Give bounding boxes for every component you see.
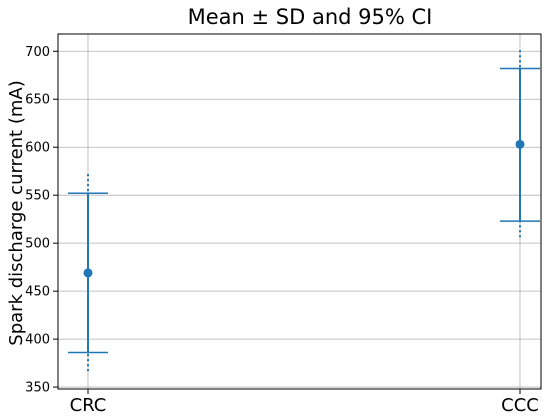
mean-point (83, 268, 93, 278)
x-ticks: CRC CCC (70, 389, 539, 416)
y-tick-label: 700 (25, 45, 50, 60)
grid (58, 34, 541, 389)
y-tick-label: 450 (25, 285, 50, 300)
y-tick-label: 350 (25, 381, 50, 396)
y-ticks: 350 400 450 500 550 600 650 700 (25, 45, 58, 396)
y-tick-label: 400 (25, 333, 50, 348)
data-marks (68, 50, 540, 372)
y-tick-label: 650 (25, 93, 50, 108)
mean-point (515, 139, 525, 149)
y-axis-label: Spark discharge current (mA) (6, 80, 27, 345)
y-tick-label: 600 (25, 141, 50, 156)
y-tick-label: 500 (25, 237, 50, 252)
y-tick-label: 550 (25, 189, 50, 204)
plot-frame (57, 33, 542, 390)
chart-title: Mean ± SD and 95% CI (188, 5, 433, 29)
x-tick-label: CRC (70, 395, 107, 416)
x-tick-label: CCC (501, 395, 539, 416)
